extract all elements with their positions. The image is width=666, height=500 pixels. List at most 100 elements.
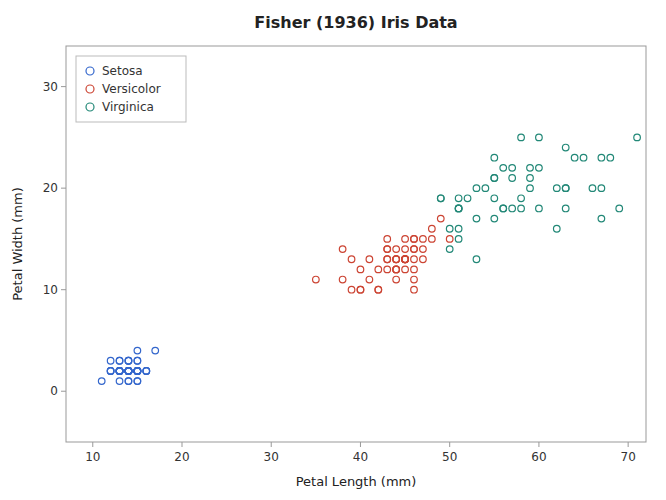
point: [562, 185, 569, 192]
point: [536, 134, 543, 141]
point: [518, 205, 525, 212]
y-tick: [61, 86, 66, 87]
point: [411, 246, 418, 253]
point: [411, 286, 418, 293]
point: [143, 368, 150, 375]
y-tick-label: 0: [50, 384, 58, 398]
point: [562, 205, 569, 212]
point: [527, 185, 534, 192]
point: [598, 185, 605, 192]
point: [411, 266, 418, 273]
point: [116, 368, 123, 375]
point: [553, 185, 560, 192]
point: [491, 175, 498, 182]
legend-swatch: [86, 103, 94, 111]
point: [402, 236, 409, 243]
point: [143, 368, 150, 375]
point: [518, 195, 525, 202]
point: [455, 195, 462, 202]
point: [536, 205, 543, 212]
y-tick-label: 20: [43, 181, 58, 195]
series: [313, 215, 453, 293]
x-tick: [271, 442, 272, 447]
point: [116, 368, 123, 375]
point: [509, 205, 516, 212]
point: [125, 368, 132, 375]
point: [375, 286, 382, 293]
x-tick: [449, 442, 450, 447]
point: [553, 225, 560, 232]
point: [143, 368, 150, 375]
plot-frame: [66, 46, 646, 442]
point: [313, 276, 320, 283]
point: [402, 256, 409, 263]
point: [420, 236, 427, 243]
point: [527, 165, 534, 172]
point: [134, 368, 141, 375]
legend-label: Versicolor: [102, 82, 161, 96]
point: [527, 175, 534, 182]
point: [473, 215, 480, 222]
y-axis-label: Petal Width (mm): [10, 187, 25, 301]
point: [384, 256, 391, 263]
series: [437, 134, 640, 262]
point: [562, 144, 569, 151]
point: [437, 195, 444, 202]
legend-box: [76, 56, 186, 122]
point: [384, 246, 391, 253]
point: [116, 368, 123, 375]
point: [393, 266, 400, 273]
x-tick-label: 40: [353, 450, 368, 464]
point: [411, 236, 418, 243]
point: [357, 266, 364, 273]
point: [437, 215, 444, 222]
point: [116, 368, 123, 375]
point: [134, 368, 141, 375]
point: [134, 368, 141, 375]
point: [482, 185, 489, 192]
legend-swatch: [86, 67, 94, 75]
x-tick: [360, 442, 361, 447]
x-tick-label: 10: [85, 450, 100, 464]
point: [116, 368, 123, 375]
point: [107, 368, 114, 375]
point: [598, 154, 605, 161]
point: [455, 205, 462, 212]
point: [411, 236, 418, 243]
y-axis: 0102030: [43, 80, 66, 399]
point: [116, 368, 123, 375]
point: [134, 347, 141, 354]
point: [134, 378, 141, 385]
point: [500, 205, 507, 212]
point: [580, 154, 587, 161]
point: [357, 286, 364, 293]
legend-swatch: [86, 85, 94, 93]
point: [420, 246, 427, 253]
point: [375, 266, 382, 273]
point: [473, 256, 480, 263]
x-tick-label: 30: [264, 450, 279, 464]
point: [98, 378, 105, 385]
point: [402, 266, 409, 273]
point: [125, 368, 132, 375]
point: [116, 368, 123, 375]
point: [491, 215, 498, 222]
point: [339, 246, 346, 253]
point: [116, 368, 123, 375]
point: [134, 368, 141, 375]
title: Fisher (1936) Iris Data: [254, 13, 457, 32]
point: [134, 368, 141, 375]
point: [455, 225, 462, 232]
point: [393, 246, 400, 253]
x-tick-label: 20: [174, 450, 189, 464]
series: [98, 347, 158, 384]
point: [348, 286, 355, 293]
y-tick: [61, 188, 66, 189]
point: [562, 185, 569, 192]
point: [598, 215, 605, 222]
point: [634, 134, 641, 141]
point: [125, 378, 132, 385]
point: [607, 154, 614, 161]
point: [125, 357, 132, 364]
point: [125, 368, 132, 375]
